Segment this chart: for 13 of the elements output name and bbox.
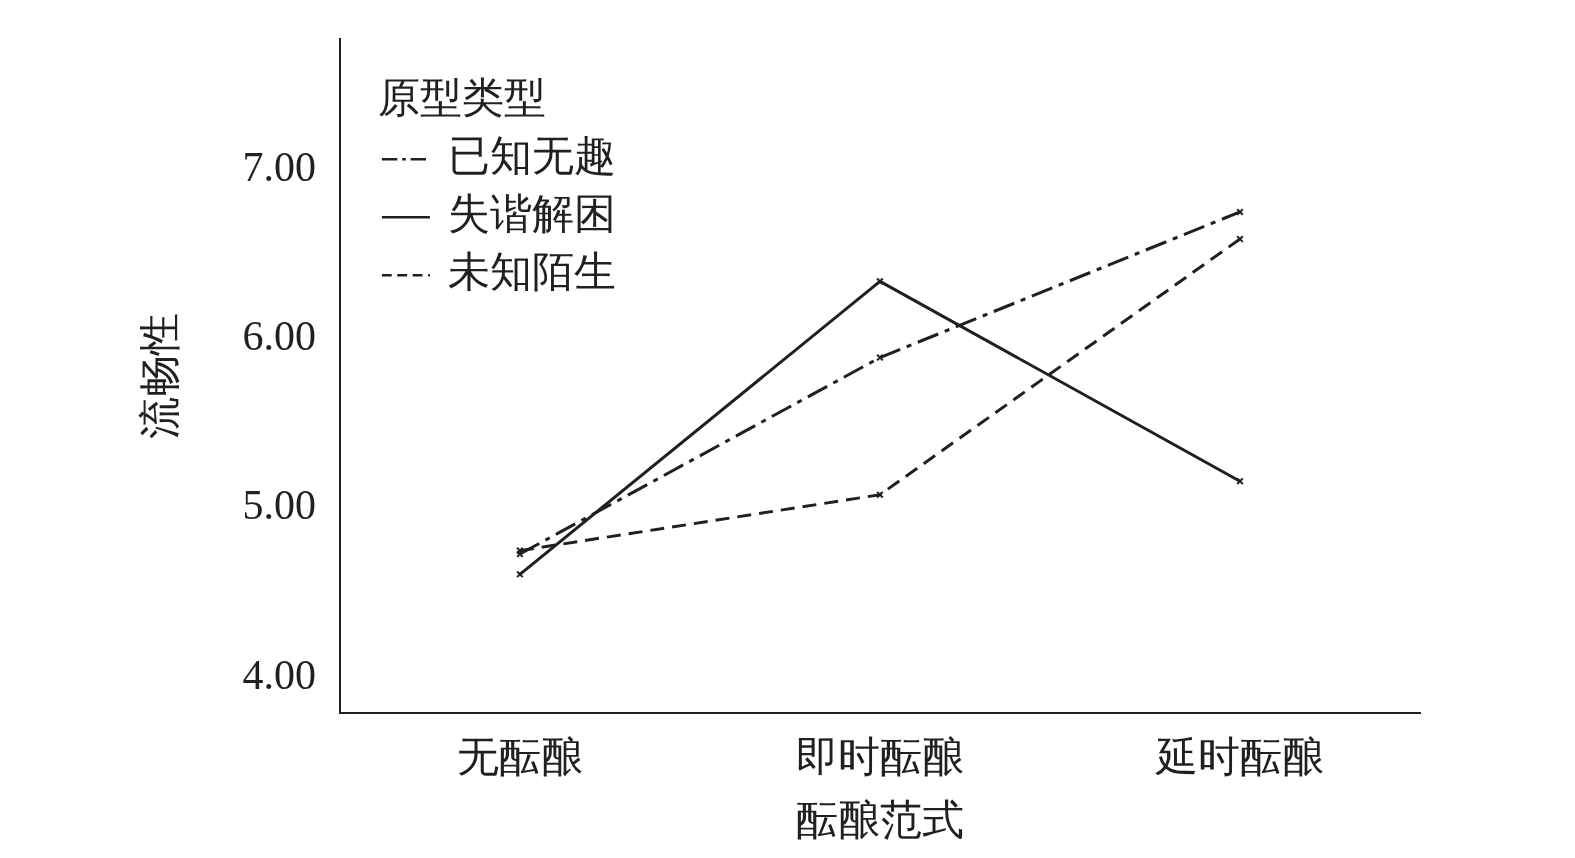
legend-label: 失谐解困 [447,191,616,238]
x-tick-label: 无酝酿 [456,734,583,781]
y-tick-label: 5.00 [242,482,316,529]
legend-title: 原型类型 [377,75,546,122]
legend-label: 已知无趣 [447,133,616,180]
x-axis-title: 酝酿范式 [795,796,964,843]
x-tick-label: 延时酝酿 [1154,734,1324,781]
y-tick-label: 6.00 [242,312,316,359]
y-tick-label: 4.00 [242,651,316,698]
y-axis-title: 流畅性 [137,313,184,440]
x-tick-label: 即时酝酿 [795,734,964,781]
legend-label: 未知陌生 [447,249,616,296]
y-tick-label: 7.00 [242,143,316,190]
